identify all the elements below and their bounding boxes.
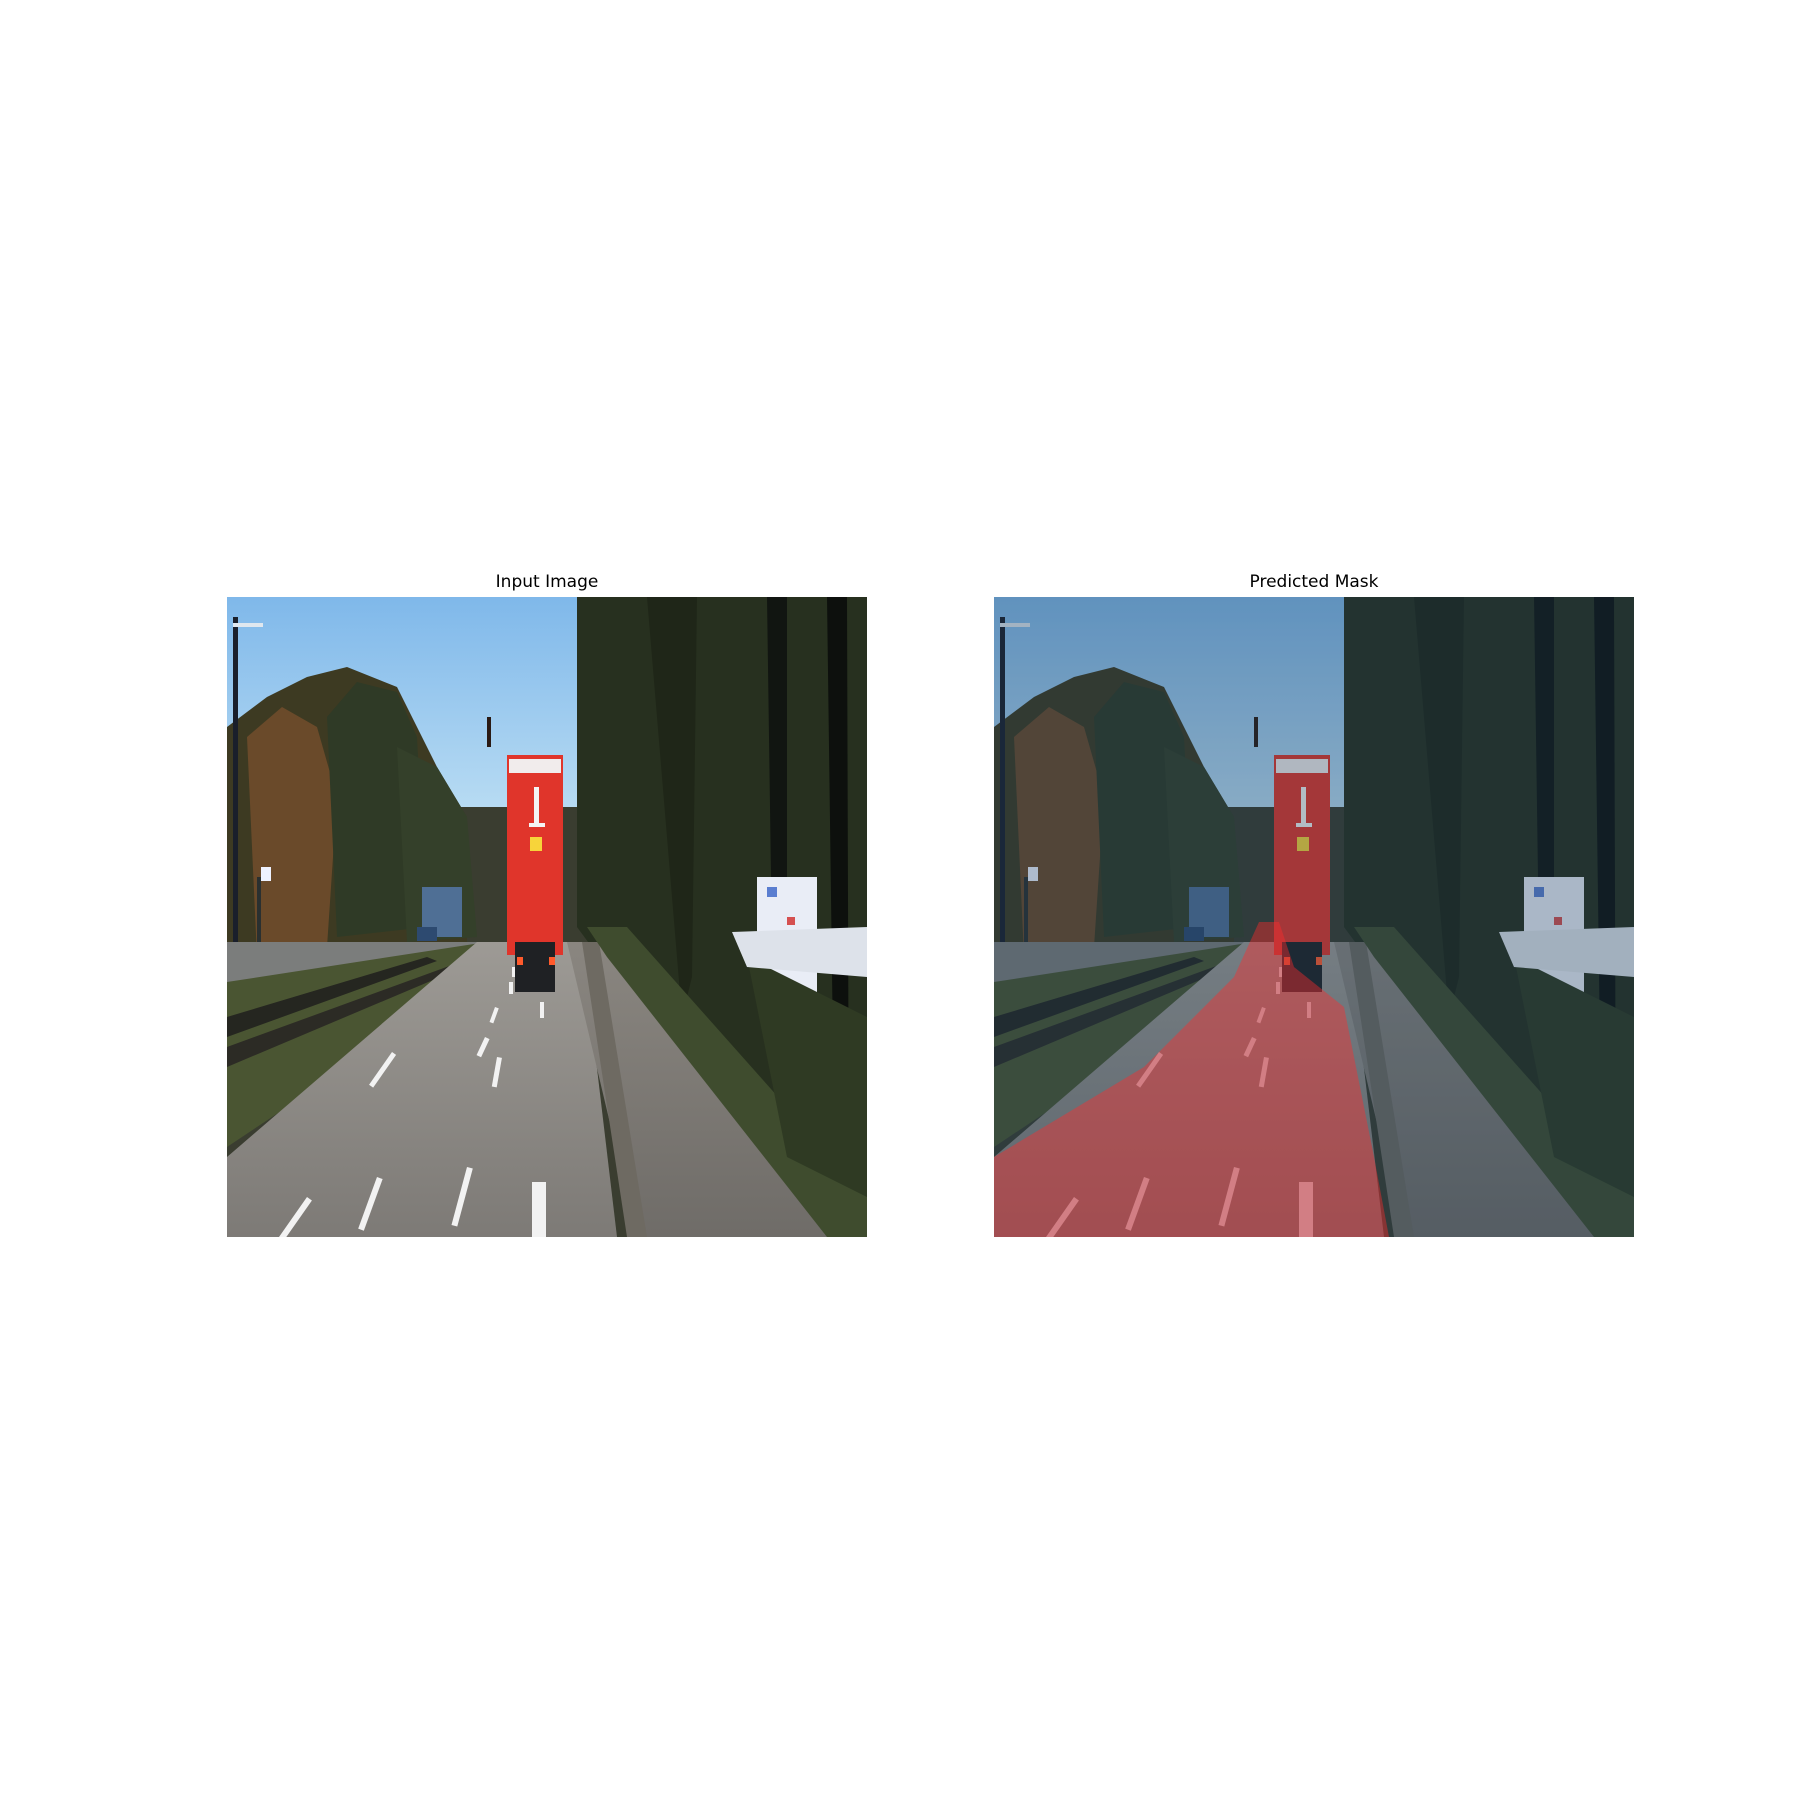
road-mask-overlay: [994, 922, 1389, 1237]
predicted-mask-image: [994, 597, 1634, 1237]
input-image-title: Input Image: [495, 572, 599, 592]
predicted-mask-title: Predicted Mask: [1249, 572, 1379, 592]
dark-tint: [994, 597, 1634, 1237]
input-image: [227, 597, 867, 1237]
